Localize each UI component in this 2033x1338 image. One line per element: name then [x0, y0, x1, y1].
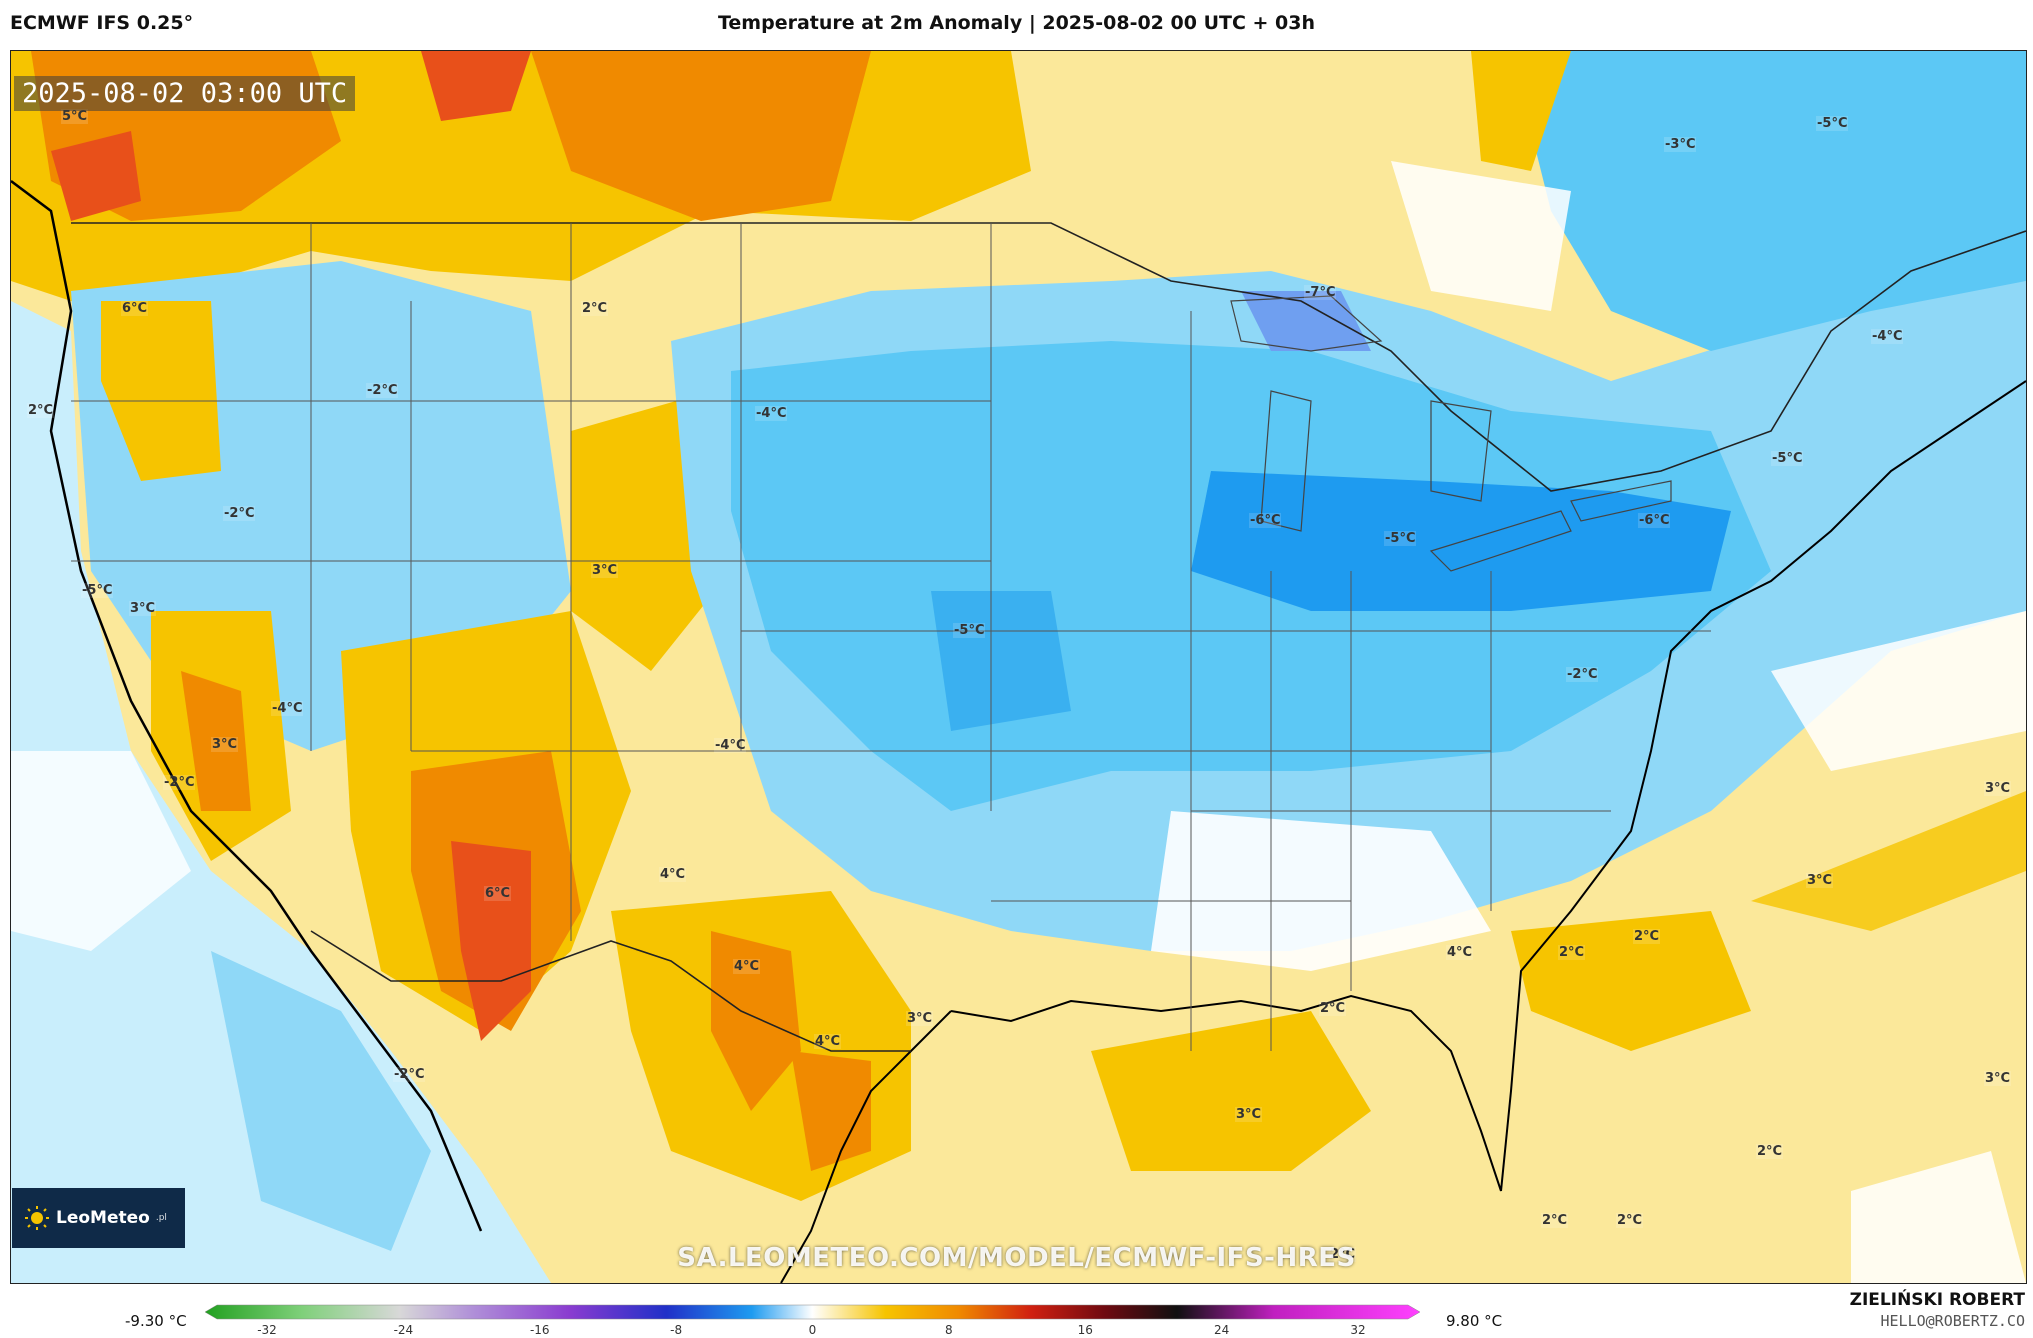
east-coastline — [1500, 380, 2026, 1192]
isotherm-label: 4°C — [1446, 945, 1474, 960]
west-coastline — [11, 180, 483, 1232]
isotherm-label: 3°C — [1984, 1071, 2012, 1086]
northeast-canada-cold — [1511, 51, 2026, 351]
isotherm-label: 2°C — [1616, 1213, 1644, 1228]
colorbar-tick: 16 — [1077, 1323, 1093, 1337]
isotherm-label: -7°C — [1304, 285, 1337, 300]
colorbar-max-label: 9.80 °C — [1446, 1312, 1503, 1330]
model-name: ECMWF IFS 0.25° — [10, 12, 194, 34]
anomaly-map[interactable]: 5°C 6°C 2°C -2°C 2°C -2°C -5°C 3°C 3°C -4°C 3°C -2°… — [10, 50, 2027, 1284]
isotherm-label: 3°C — [1806, 873, 1834, 888]
us-mexico-border — [310, 930, 911, 1052]
colorbar-tick: 0 — [808, 1323, 817, 1337]
isotherm-label: 2°C — [1558, 945, 1586, 960]
isotherm-label: 4°C — [733, 959, 761, 974]
state-borders — [71, 223, 1711, 1051]
sun-icon — [25, 1206, 49, 1230]
isotherm-label: 3°C — [211, 737, 239, 752]
isotherm-label: -4°C — [755, 406, 788, 421]
isotherm-label: -2°C — [393, 1067, 426, 1082]
isotherm-label: -4°C — [1871, 329, 1904, 344]
isotherm-label: 3°C — [1984, 781, 2012, 796]
isotherm-label: 3°C — [1235, 1107, 1263, 1122]
colorbar-tick: -8 — [670, 1323, 683, 1337]
isotherm-label: -4°C — [271, 701, 304, 716]
us-canada-border — [71, 222, 2026, 492]
isotherm-label: -4°C — [714, 738, 747, 753]
isotherm-label: 3°C — [129, 601, 157, 616]
isotherm-label: 3°C — [591, 563, 619, 578]
isotherm-label: -2°C — [1566, 667, 1599, 682]
colorbar-tick: -16 — [529, 1323, 550, 1337]
colorbar-tick: 32 — [1350, 1323, 1366, 1337]
gulf-coastline — [950, 994, 1502, 1192]
isotherm-label: -2°C — [366, 383, 399, 398]
great-lakes-cold — [1191, 471, 1731, 611]
colorbar-tick: -32 — [257, 1323, 277, 1337]
isotherm-label: -5°C — [1771, 451, 1804, 466]
isotherm-label: 2°C — [1541, 1213, 1569, 1228]
isotherm-label: 4°C — [814, 1034, 842, 1049]
isotherm-label: -2°C — [163, 775, 196, 790]
pacific-cool-area — [11, 301, 551, 1283]
isotherm-label: 4°C — [659, 867, 687, 882]
logo-suffix: .pl — [155, 1213, 167, 1223]
gulf-warm — [1091, 1011, 1371, 1171]
isotherm-label: 5°C — [61, 109, 89, 124]
isotherm-label: 2°C — [1329, 1247, 1357, 1262]
author-email[interactable]: HELLO@ROBERTZ.CO — [1880, 1312, 2026, 1330]
isotherm-label: 6°C — [484, 886, 512, 901]
isotherm-label: -2°C — [223, 506, 256, 521]
colorbar-min-label: -9.30 °C — [125, 1312, 187, 1330]
isotherm-label: 2°C — [27, 403, 55, 418]
colorbar-tick: -24 — [393, 1323, 414, 1337]
source-watermark: SA.LEOMETEO.COM/MODEL/ECMWF-IFS-HRES — [677, 1243, 1356, 1273]
isotherm-label: 2°C — [1633, 929, 1661, 944]
isotherm-label: -5°C — [1384, 531, 1417, 546]
isotherm-label: 2°C — [581, 301, 609, 316]
chart-title: Temperature at 2m Anomaly | 2025-08-02 0… — [717, 12, 1316, 34]
colorbar — [205, 1304, 1420, 1320]
colorbar-tick: 8 — [945, 1323, 953, 1337]
valid-time-label: 2025-08-02 03:00 UTC — [14, 76, 356, 111]
great-lakes-outline — [1230, 295, 1672, 572]
isotherm-label: -6°C — [1638, 513, 1671, 528]
isotherm-label: -3°C — [1664, 137, 1697, 152]
colorbar-tick: 24 — [1213, 1323, 1230, 1337]
isotherm-label: -5°C — [1816, 116, 1849, 131]
isotherm-label: 2°C — [1319, 1001, 1347, 1016]
logo-name: LeoMeteo — [56, 1208, 150, 1228]
isotherm-label: 3°C — [906, 1011, 934, 1026]
isotherm-label: -5°C — [81, 583, 114, 598]
map-field — [11, 51, 2026, 1283]
isotherm-label: 6°C — [121, 301, 149, 316]
isotherm-label: 2°C — [1756, 1144, 1784, 1159]
isotherm-label: -6°C — [1249, 513, 1282, 528]
isotherm-label: -5°C — [953, 623, 986, 638]
baja-cool-patch — [211, 951, 431, 1251]
author-name: ZIELIŃSKI ROBERT — [1849, 1290, 2025, 1310]
leometeo-logo[interactable]: LeoMeteo .pl — [12, 1188, 185, 1248]
